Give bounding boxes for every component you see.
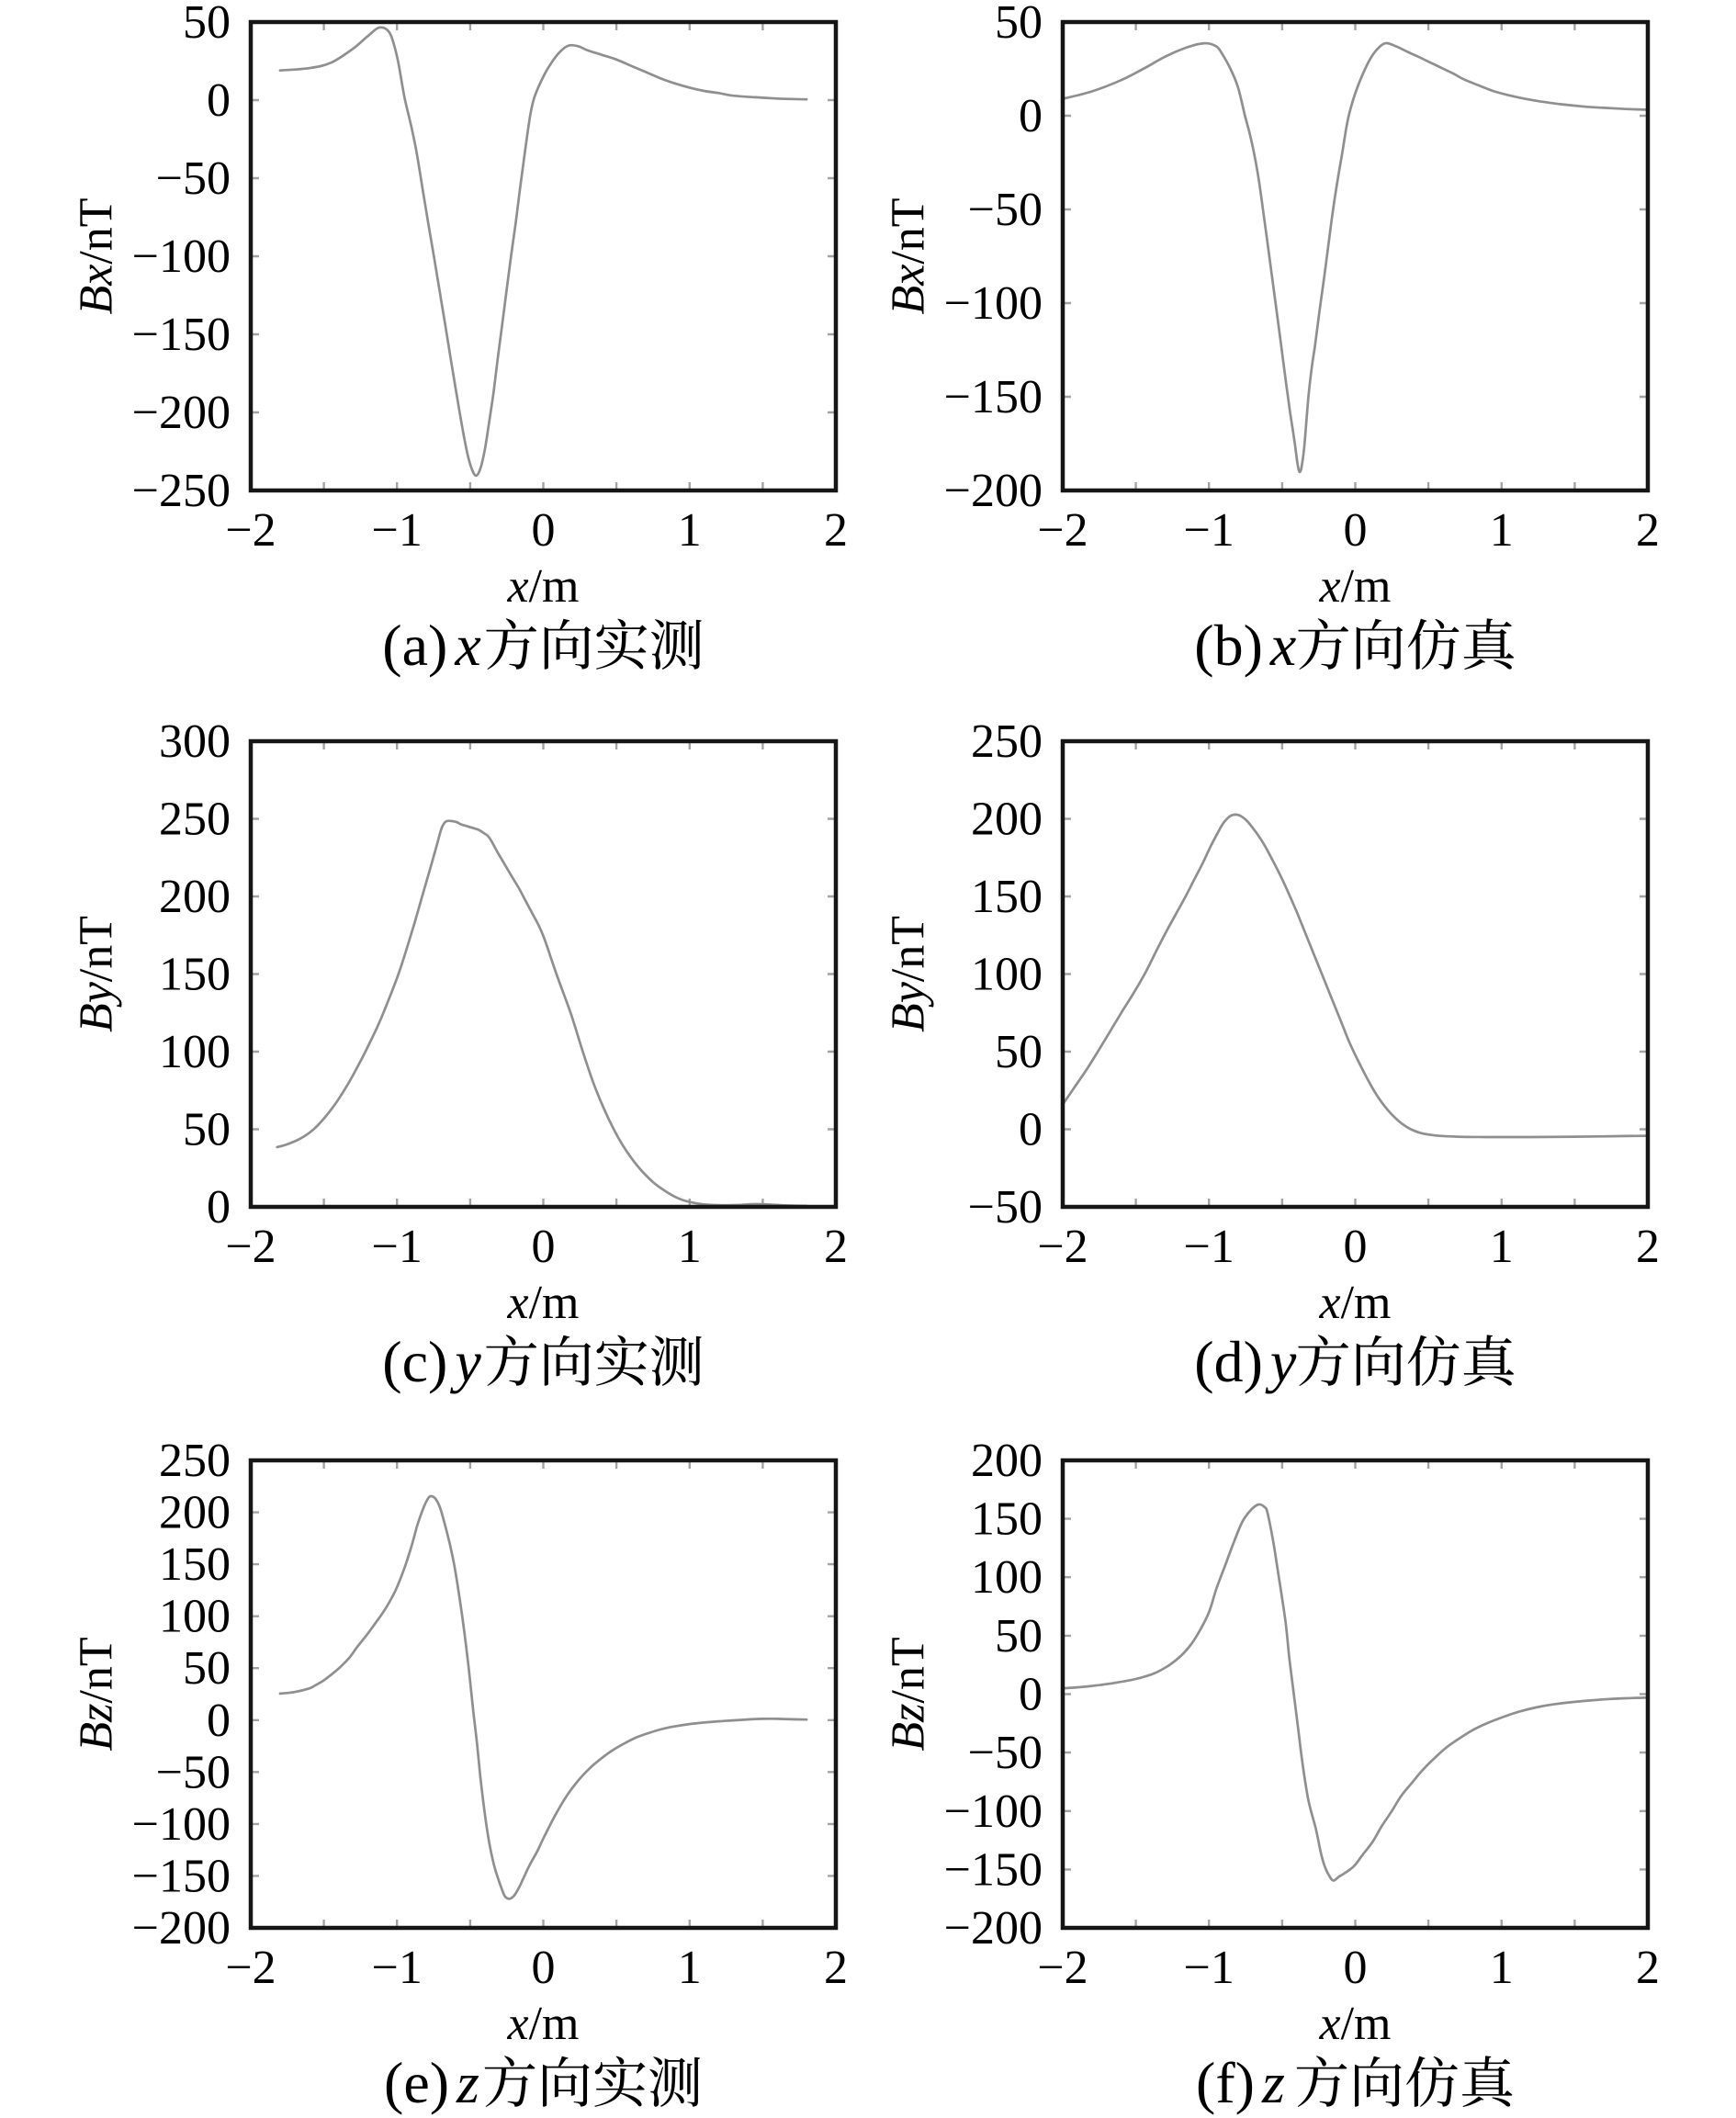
svg-text:100: 100 bbox=[159, 1026, 231, 1078]
svg-text:0: 0 bbox=[1344, 504, 1368, 557]
svg-text:0: 0 bbox=[1344, 1942, 1368, 1994]
svg-text:150: 150 bbox=[159, 949, 231, 1001]
svg-text:150: 150 bbox=[971, 871, 1043, 923]
svg-text:−200: −200 bbox=[944, 465, 1043, 517]
svg-text:300: 300 bbox=[159, 715, 231, 768]
svg-text:x/m: x/m bbox=[1319, 1998, 1392, 2050]
svg-text:x/m: x/m bbox=[507, 1998, 580, 2050]
svg-text:(d)y: (d) y bbox=[1194, 1329, 1297, 1394]
svg-text:Bz/nT: Bz/nT bbox=[71, 1637, 123, 1751]
svg-text:−50: −50 bbox=[968, 184, 1043, 236]
svg-text:Bx/nT: Bx/nT bbox=[71, 197, 123, 314]
svg-text:By/nT: By/nT bbox=[71, 916, 123, 1032]
svg-text:−50: −50 bbox=[156, 152, 231, 205]
svg-text:2: 2 bbox=[824, 1942, 848, 1994]
svg-text:x/m: x/m bbox=[507, 560, 580, 613]
svg-text:0: 0 bbox=[1019, 1104, 1043, 1156]
svg-text:50: 50 bbox=[995, 1026, 1043, 1078]
svg-text:−1: −1 bbox=[372, 1221, 423, 1273]
svg-text:2: 2 bbox=[824, 504, 848, 557]
svg-text:1: 1 bbox=[678, 1942, 702, 1994]
svg-text:1: 1 bbox=[1490, 504, 1514, 557]
svg-text:200: 200 bbox=[971, 794, 1043, 846]
svg-text:100: 100 bbox=[971, 1551, 1043, 1604]
svg-text:−1: −1 bbox=[1184, 1942, 1234, 1994]
svg-text:x/m: x/m bbox=[1319, 560, 1392, 613]
svg-text:0: 0 bbox=[1019, 1669, 1043, 1721]
svg-text:2: 2 bbox=[824, 1221, 848, 1273]
svg-text:(f)z: (f) z bbox=[1196, 2050, 1285, 2115]
svg-text:250: 250 bbox=[159, 1435, 231, 1487]
svg-text:0: 0 bbox=[1019, 90, 1043, 142]
svg-text:50: 50 bbox=[183, 1104, 231, 1156]
svg-text:−100: −100 bbox=[944, 1786, 1043, 1838]
svg-text:150: 150 bbox=[971, 1493, 1043, 1546]
svg-text:2: 2 bbox=[1636, 1221, 1660, 1273]
svg-text:−2: −2 bbox=[225, 1221, 276, 1273]
svg-text:−1: −1 bbox=[1184, 1221, 1234, 1273]
svg-text:−100: −100 bbox=[944, 277, 1043, 330]
svg-text:−150: −150 bbox=[944, 371, 1043, 423]
svg-text:−1: −1 bbox=[372, 1942, 423, 1994]
svg-text:(b)x: (b) x bbox=[1194, 613, 1296, 678]
svg-text:2: 2 bbox=[1636, 504, 1660, 557]
svg-text:0: 0 bbox=[532, 1221, 556, 1273]
svg-text:100: 100 bbox=[159, 1591, 231, 1643]
svg-text:200: 200 bbox=[159, 1487, 231, 1539]
svg-text:1: 1 bbox=[1490, 1221, 1514, 1273]
svg-text:(c)y: (c) y bbox=[382, 1329, 481, 1394]
svg-text:−150: −150 bbox=[132, 1850, 231, 1902]
svg-text:Bz/nT: Bz/nT bbox=[883, 1637, 935, 1751]
svg-text:−2: −2 bbox=[225, 1942, 276, 1994]
svg-text:−1: −1 bbox=[1184, 504, 1234, 557]
svg-text:−250: −250 bbox=[132, 465, 231, 517]
svg-text:x/m: x/m bbox=[507, 1277, 580, 1329]
svg-text:0: 0 bbox=[207, 1695, 231, 1747]
svg-text:−200: −200 bbox=[132, 387, 231, 439]
svg-text:200: 200 bbox=[971, 1435, 1043, 1487]
svg-text:250: 250 bbox=[971, 715, 1043, 768]
svg-text:1: 1 bbox=[1490, 1942, 1514, 1994]
svg-text:(a)x: (a) x bbox=[382, 613, 480, 678]
svg-text:−2: −2 bbox=[1037, 504, 1088, 557]
svg-text:−2: −2 bbox=[1037, 1942, 1088, 1994]
svg-text:50: 50 bbox=[183, 0, 231, 49]
svg-text:0: 0 bbox=[1344, 1221, 1368, 1273]
svg-text:50: 50 bbox=[995, 1610, 1043, 1662]
svg-text:0: 0 bbox=[207, 1181, 231, 1234]
svg-text:50: 50 bbox=[183, 1642, 231, 1695]
svg-text:−100: −100 bbox=[132, 231, 231, 283]
svg-text:100: 100 bbox=[971, 949, 1043, 1001]
svg-text:1: 1 bbox=[678, 504, 702, 557]
svg-text:By/nT: By/nT bbox=[883, 916, 935, 1032]
svg-text:−50: −50 bbox=[968, 1181, 1043, 1234]
svg-text:−2: −2 bbox=[1037, 1221, 1088, 1273]
svg-text:1: 1 bbox=[678, 1221, 702, 1273]
svg-text:Bx/nT: Bx/nT bbox=[883, 197, 935, 314]
svg-text:150: 150 bbox=[159, 1538, 231, 1591]
svg-text:250: 250 bbox=[159, 794, 231, 846]
svg-text:−1: −1 bbox=[372, 504, 423, 557]
svg-text:0: 0 bbox=[207, 74, 231, 127]
svg-text:50: 50 bbox=[995, 0, 1043, 49]
svg-text:−200: −200 bbox=[132, 1902, 231, 1955]
svg-text:2: 2 bbox=[1636, 1942, 1660, 1994]
svg-text:−2: −2 bbox=[225, 504, 276, 557]
svg-text:−50: −50 bbox=[156, 1746, 231, 1798]
svg-text:−50: −50 bbox=[968, 1727, 1043, 1779]
svg-text:0: 0 bbox=[532, 1942, 556, 1994]
svg-text:0: 0 bbox=[532, 504, 556, 557]
svg-text:200: 200 bbox=[159, 871, 231, 923]
svg-text:(e)z: (e) z bbox=[384, 2050, 479, 2115]
svg-text:−100: −100 bbox=[132, 1798, 231, 1851]
svg-text:−150: −150 bbox=[944, 1843, 1043, 1896]
svg-text:x/m: x/m bbox=[1319, 1277, 1392, 1329]
svg-text:−150: −150 bbox=[132, 309, 231, 361]
svg-text:−200: −200 bbox=[944, 1902, 1043, 1955]
